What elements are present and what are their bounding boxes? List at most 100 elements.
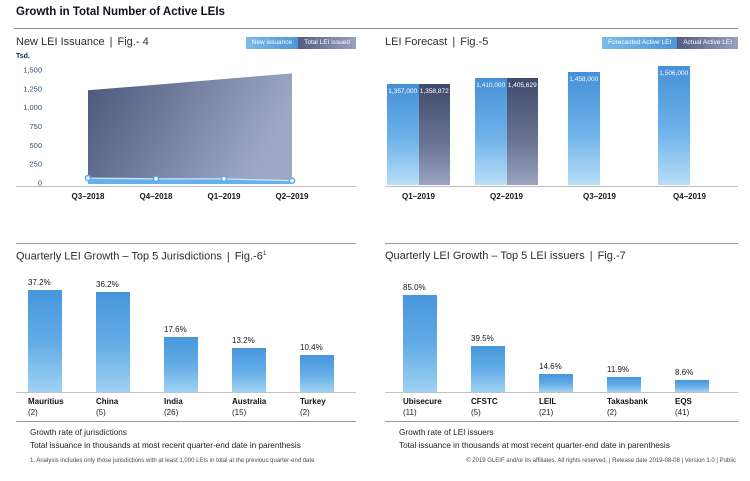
bar-value-label: 10.4% [300,343,323,352]
fig4-fig-label: Fig.- 4 [117,36,149,48]
bar-value-label: 39.5% [471,334,494,343]
fig4-y-tick: 1,250 [23,84,42,93]
new-issuance-marker [152,175,160,183]
category-sublabel: (5) [96,408,106,417]
fig5-x-label: Q4–2019 [673,192,706,201]
fig5-bar-group: 1,458,000 [568,66,631,185]
fig6-footer-line1: Growth rate of jurisdictions [30,428,127,437]
fig5-x-label: Q3–2019 [583,192,616,201]
fig5-x-label: Q2–2019 [490,192,523,201]
fig4-x-label: Q4–2018 [139,192,173,201]
fig6-axis-line [16,392,356,393]
fig7-divider [385,421,738,422]
new-issuance-line [87,177,293,182]
legend-new-issuance: New issuance [245,37,299,49]
fig7-bar [539,374,573,392]
fig6-bar [164,337,198,392]
fig7-category-labels: Ubisecure (11) CFSTC (5) LEIL (21) Takasbank (2… [385,397,738,419]
fig6-bar [96,292,130,392]
bar-value-label: 1,358,872 [419,88,449,95]
fig4-title: New LEI Issuance | Fig.- 4 [16,36,149,48]
fig6-bar-column: 13.2% [232,276,266,392]
new-lei-issuance-area-chart: 0 250 500 750 1,000 1,250 1,500 [16,66,356,188]
actual-active-lei-bar: 1,405,629 [506,78,538,185]
fig6-bar [28,290,62,392]
fig5-bar-group: 1,410,000 1,405,629 [475,66,538,185]
category-sublabel: (21) [539,408,554,417]
panel-lei-forecast: LEI Forecast | Fig.-5 Forecasted Active LE… [385,28,738,240]
fig4-title-text: New LEI Issuance [16,36,105,48]
fig4-y-tick: 0 [38,179,42,188]
fig7-bar [403,295,437,392]
forecasted-active-lei-bar: 1,506,000 [658,66,690,185]
bar-value-label: 1,410,000 [476,82,506,89]
fig6-bar [232,348,266,392]
fig6-footnote: 1. Analysis includes only those jurisdic… [30,458,315,464]
fig7-bar-column: 11.9% [607,276,641,392]
fig6-bar [300,355,334,392]
category-sublabel: (2) [607,408,617,417]
issuers-bar-chart: 85.0% 39.5% 14.6% 11.9% 8.6% [385,276,738,392]
fig7-category: CFSTC (5) [471,397,539,417]
bar-value-label: 8.6% [675,368,694,377]
category-name-label: India [164,397,183,406]
title-separator: | [226,250,230,263]
fig5-fig-label: Fig.-5 [460,36,489,48]
category-sublabel: (26) [164,408,179,417]
bar-value-label: 1,357,000 [388,88,418,95]
fig4-legend: New issuance Total LEI issued [245,37,356,49]
fig6-title: Quarterly LEI Growth – Top 5 Jurisdictio… [16,250,266,263]
bar-value-label: 1,405,629 [507,82,537,89]
legend-actual-active-lei: Actual Active LEI [677,37,738,49]
fig6-footnote-marker: 1 [262,250,267,257]
bar-value-label: 17.6% [164,325,187,334]
lei-forecast-bar-chart: 1,357,000 1,358,872 1,410,000 1,405,629 1,45… [385,66,738,185]
title-separator: | [589,250,593,262]
new-issuance-marker [220,175,228,183]
fig6-category-labels: Mauritius (2) China (5) India (26) Australia (1… [16,397,356,419]
category-name-label: Turkey [300,397,326,406]
category-name-label: Ubisecure [403,397,442,406]
fig7-category: LEIL (21) [539,397,607,417]
actual-active-lei-bar: 1,358,872 [418,84,450,185]
fig5-bar-group: 1,357,000 1,358,872 [387,66,450,185]
fig7-axis-line [385,392,738,393]
category-sublabel: (5) [471,408,481,417]
legend-total-lei-issued: Total LEI issued [298,37,356,49]
forecasted-active-lei-bar: 1,357,000 [387,84,419,185]
panel-new-lei-issuance: New LEI Issuance | Fig.- 4 New issuance To… [16,28,356,240]
forecasted-active-lei-bar: 1,458,000 [568,72,600,185]
fig4-x-axis: Q3–2018 Q4–2018 Q1–2019 Q2–2019 [16,192,356,204]
fig4-x-label: Q2–2019 [275,192,309,201]
fig5-x-label: Q1–2019 [402,192,435,201]
fig6-footer: Growth rate of jurisdictions Total issua… [30,426,356,452]
bar-value-label: 14.6% [539,362,562,371]
fig4-y-tick: 1,000 [23,103,42,112]
fig6-category: India (26) [164,397,232,417]
fig5-title: LEI Forecast | Fig.-5 [385,36,488,48]
fig6-footer-line2: Total issuance in thousands at most rece… [30,441,301,450]
fig6-bar-column: 37.2% [28,276,62,392]
fig6-bar-column: 17.6% [164,276,198,392]
category-sublabel: (2) [28,408,38,417]
bar-value-label: 1,506,000 [659,70,689,77]
fig7-bar [471,346,505,392]
fig4-y-tick: 750 [29,122,42,131]
fig6-title-text: Quarterly LEI Growth – Top 5 Jurisdictio… [16,250,222,263]
page-title: Growth in Total Number of Active LEIs [16,6,225,18]
panel-rule [16,243,356,244]
forecasted-active-lei-bar: 1,410,000 [475,78,507,185]
fig5-axis-line [385,186,738,187]
category-name-label: LEIL [539,397,557,406]
category-sublabel: (11) [403,408,417,417]
bar-value-label: 1,458,000 [569,76,599,83]
fig7-bar [675,380,709,392]
fig7-footer: Growth rate of LEI issuers Total issuanc… [399,426,738,452]
bar-value-label: 85.0% [403,283,426,292]
category-name-label: Mauritius [28,397,64,406]
fig7-footer-line1: Growth rate of LEI issuers [399,428,494,437]
fig7-category: Ubisecure (11) [403,397,471,417]
header-rule [14,28,738,29]
fig4-y-tick: 500 [29,141,42,150]
new-issuance-marker [288,177,296,184]
